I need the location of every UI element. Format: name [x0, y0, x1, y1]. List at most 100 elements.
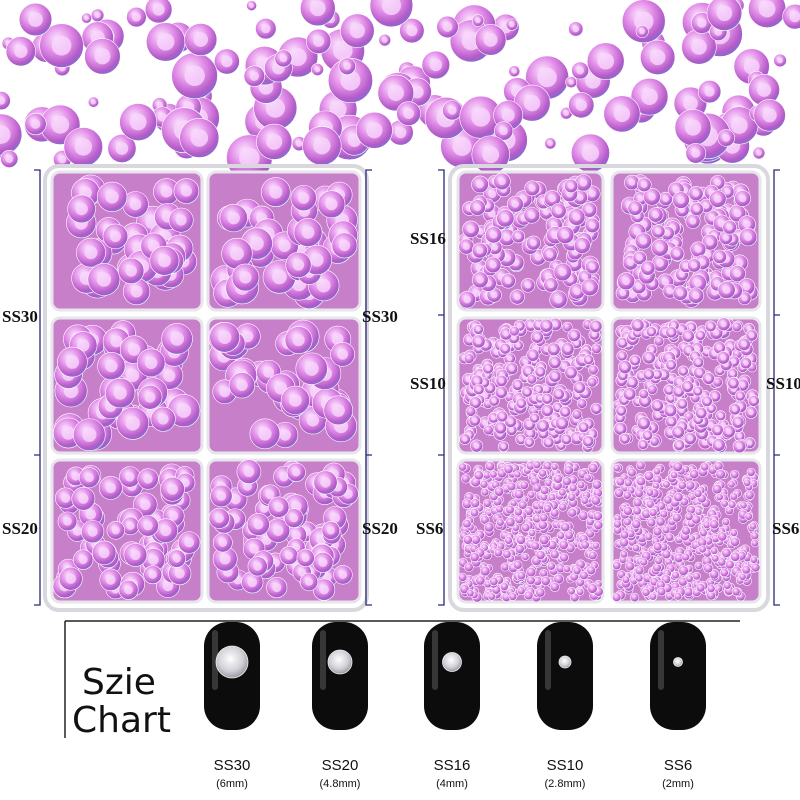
rhinestones	[0, 0, 800, 604]
size-chart: SS30 (6mm) SS20 (4.8mm) SS16 (4mm) SS10 (2.8mm)…	[204, 622, 706, 790]
rhinestone	[513, 488, 525, 500]
facet	[343, 62, 351, 71]
facet	[139, 499, 151, 511]
facet	[325, 198, 338, 211]
size-name: SS16	[434, 757, 471, 774]
rhinestone	[622, 490, 632, 500]
facet	[715, 441, 722, 448]
facet	[672, 186, 680, 194]
facet	[689, 218, 697, 225]
facet	[540, 422, 546, 429]
rhinestone	[746, 467, 756, 477]
rhinestone	[741, 565, 751, 575]
facet	[0, 125, 11, 144]
facet	[483, 32, 498, 47]
facet	[666, 387, 672, 393]
facet	[163, 369, 176, 382]
facet	[242, 481, 252, 491]
facet	[713, 329, 720, 336]
facet	[676, 442, 682, 448]
facet	[552, 321, 559, 328]
facet	[309, 0, 326, 17]
facet	[489, 261, 497, 269]
chart-title: Chart	[72, 700, 171, 741]
rhinestone	[653, 542, 663, 552]
facet	[489, 231, 498, 239]
rhinestone	[710, 546, 719, 555]
facet	[406, 25, 418, 37]
facet	[645, 432, 650, 438]
rhinestone	[731, 587, 741, 597]
rhinestone	[614, 488, 624, 498]
facet	[732, 406, 738, 412]
facet	[656, 259, 664, 267]
facet	[687, 435, 694, 442]
facet	[703, 202, 710, 209]
facet	[474, 378, 480, 384]
rhinestone	[483, 424, 494, 436]
size-label: SS20	[2, 519, 38, 538]
facet	[589, 263, 596, 270]
facet	[148, 554, 159, 566]
facet	[692, 292, 700, 300]
facet	[501, 108, 515, 122]
facet	[547, 281, 555, 289]
size-name: SS10	[547, 757, 584, 774]
facet	[622, 436, 628, 442]
rhinestone	[556, 531, 566, 540]
facet	[499, 126, 508, 136]
bracket	[34, 169, 41, 606]
facet	[82, 427, 97, 442]
rhinestone	[703, 563, 714, 574]
facet	[87, 526, 98, 537]
facet	[576, 194, 584, 201]
facet	[655, 228, 662, 235]
facet	[297, 192, 310, 204]
facet	[110, 335, 123, 348]
facet	[507, 418, 514, 425]
rhinestone	[612, 560, 622, 571]
rhinestone	[458, 572, 468, 582]
facet	[629, 291, 637, 299]
rhinestone	[627, 467, 637, 478]
rhinestone	[469, 552, 480, 562]
rhinestone	[681, 552, 690, 562]
facet	[561, 231, 570, 239]
rhinestone	[587, 462, 599, 474]
facet	[626, 391, 633, 397]
rhinestone	[542, 504, 553, 514]
facet	[642, 398, 648, 404]
facet	[491, 398, 497, 404]
rhinestone	[673, 492, 684, 503]
rhinestone	[654, 556, 663, 565]
rhinestone	[466, 589, 475, 598]
rhinestone	[513, 470, 522, 479]
rhinestone	[586, 565, 596, 576]
facet	[741, 341, 747, 348]
rhinestone	[509, 325, 520, 337]
rhinestone	[623, 517, 632, 527]
facet	[563, 110, 570, 116]
rhinestone	[749, 522, 758, 531]
facet	[593, 406, 599, 412]
facet	[487, 385, 493, 391]
rhinestone	[549, 581, 560, 592]
facet	[526, 421, 533, 428]
facet	[664, 230, 671, 237]
facet	[491, 415, 496, 421]
rhinestone	[558, 539, 569, 550]
size-label: SS30	[2, 307, 38, 326]
rhinestone	[483, 521, 495, 533]
facet	[546, 439, 552, 445]
rhinestone	[560, 522, 571, 533]
rhinestone	[725, 559, 735, 570]
facet	[613, 105, 631, 123]
facet	[292, 333, 305, 347]
facet	[668, 329, 674, 335]
facet	[320, 477, 331, 488]
facet	[127, 343, 141, 356]
facet	[94, 12, 101, 19]
facet	[314, 66, 321, 73]
facet	[184, 537, 195, 548]
facet	[249, 544, 260, 554]
